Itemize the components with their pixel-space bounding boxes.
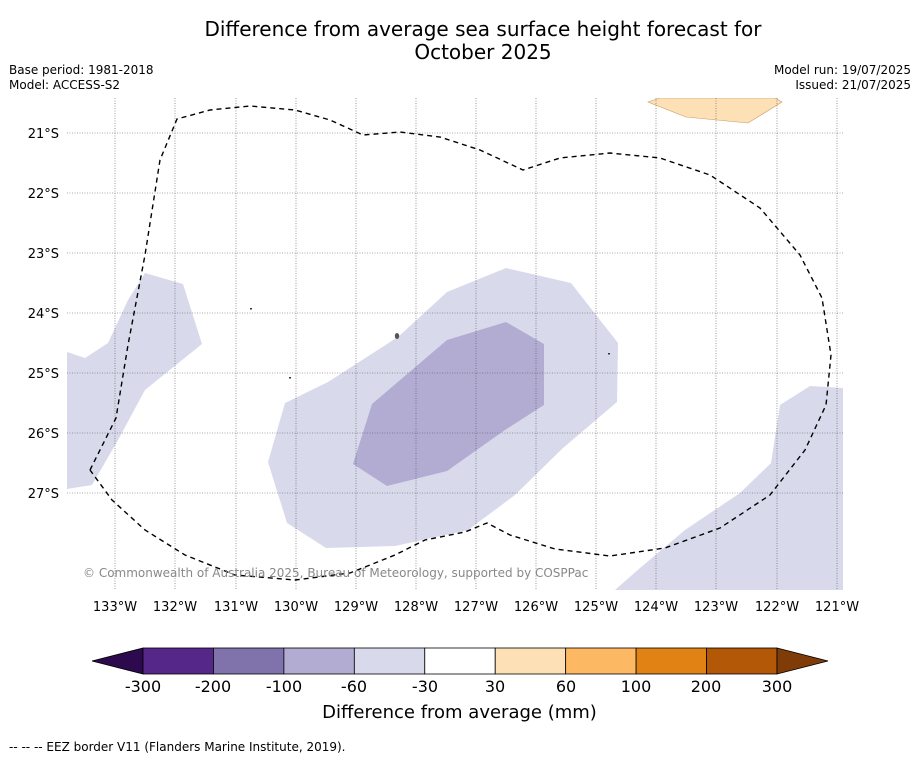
colorbar-segment	[424, 647, 496, 675]
lon-label: 122°W	[755, 600, 799, 615]
colorbar-segment	[142, 647, 214, 675]
lon-label: 124°W	[634, 600, 678, 615]
anomaly-region-central-inner	[353, 322, 544, 486]
lon-label: 128°W	[394, 600, 438, 615]
map-title: Difference from average sea surface heig…	[0, 18, 919, 64]
colorbar-segment	[565, 647, 637, 675]
anomaly-region-north-positive	[647, 98, 783, 124]
longitude-labels: 133°W 132°W 131°W 130°W 129°W 128°W 127°…	[93, 600, 859, 615]
colorbar-tick: -60	[341, 677, 367, 696]
latitude-labels: 21°S 22°S 23°S 24°S 25°S 26°S 27°S	[28, 127, 59, 502]
model-text: Model: ACCESS-S2	[9, 78, 121, 92]
run-info: Model run: 19/07/2025 Issued: 21/07/2025	[774, 63, 911, 93]
colorbar-segment	[283, 647, 355, 675]
colorbar-tick: 300	[762, 677, 793, 696]
colorbar-ticks: -300 -200 -100 -60 -30 30 60 100 200 300	[125, 677, 792, 696]
lat-label: 25°S	[28, 367, 59, 382]
colorbar-tick: -200	[195, 677, 231, 696]
lat-label: 23°S	[28, 247, 59, 262]
lat-label: 22°S	[28, 187, 59, 202]
graticule	[67, 98, 843, 590]
colorbar-tick: -30	[412, 677, 438, 696]
issued-text: Issued: 21/07/2025	[795, 78, 911, 92]
lat-label: 24°S	[28, 307, 59, 322]
island-marker	[289, 377, 291, 379]
colorbar-segment	[635, 647, 707, 675]
lat-label: 26°S	[28, 427, 59, 442]
title-line-2: October 2025	[414, 40, 552, 64]
colorbar-segment	[706, 647, 778, 675]
colorbar-segment	[213, 647, 285, 675]
lon-label: 133°W	[93, 600, 137, 615]
lon-label: 127°W	[454, 600, 498, 615]
eez-legend-note: -- -- -- EEZ border V11 (Flanders Marine…	[9, 740, 346, 754]
colorbar-tick: -100	[266, 677, 302, 696]
anomaly-field	[67, 98, 843, 590]
colorbar-over-arrow	[776, 647, 829, 675]
colorbar-tick: 30	[485, 677, 505, 696]
lon-label: 130°W	[274, 600, 318, 615]
colorbar-under-arrow	[91, 647, 144, 675]
colorbar	[91, 647, 829, 675]
model-run-text: Model run: 19/07/2025	[773, 63, 911, 77]
lon-label: 129°W	[334, 600, 378, 615]
colorbar-tick: 100	[621, 677, 652, 696]
island-marker	[394, 333, 400, 339]
lon-label: 125°W	[574, 600, 618, 615]
colorbar-tick: -300	[125, 677, 161, 696]
anomaly-region-west	[67, 273, 202, 489]
colorbar-label: Difference from average (mm)	[322, 702, 597, 723]
lon-label: 131°W	[214, 600, 258, 615]
island-marker	[608, 353, 610, 355]
lat-label: 27°S	[28, 487, 59, 502]
copyright-text: © Commonwealth of Australia 2025, Bureau…	[83, 566, 588, 580]
lat-label: 21°S	[28, 127, 59, 142]
base-period-text: Base period: 1981-2018	[9, 63, 154, 77]
colorbar-segment	[494, 647, 567, 675]
lon-label: 126°W	[514, 600, 558, 615]
lon-label: 123°W	[694, 600, 738, 615]
colorbar-segment	[353, 647, 426, 675]
colorbar-tick: 60	[556, 677, 576, 696]
colorbar-tick: 200	[691, 677, 722, 696]
island-marker	[250, 308, 252, 310]
lon-label: 121°W	[815, 600, 859, 615]
anomaly-region-southeast	[615, 386, 843, 590]
model-info: Base period: 1981-2018 Model: ACCESS-S2	[9, 63, 154, 93]
lon-label: 132°W	[153, 600, 197, 615]
title-line-1: Difference from average sea surface heig…	[204, 17, 762, 41]
